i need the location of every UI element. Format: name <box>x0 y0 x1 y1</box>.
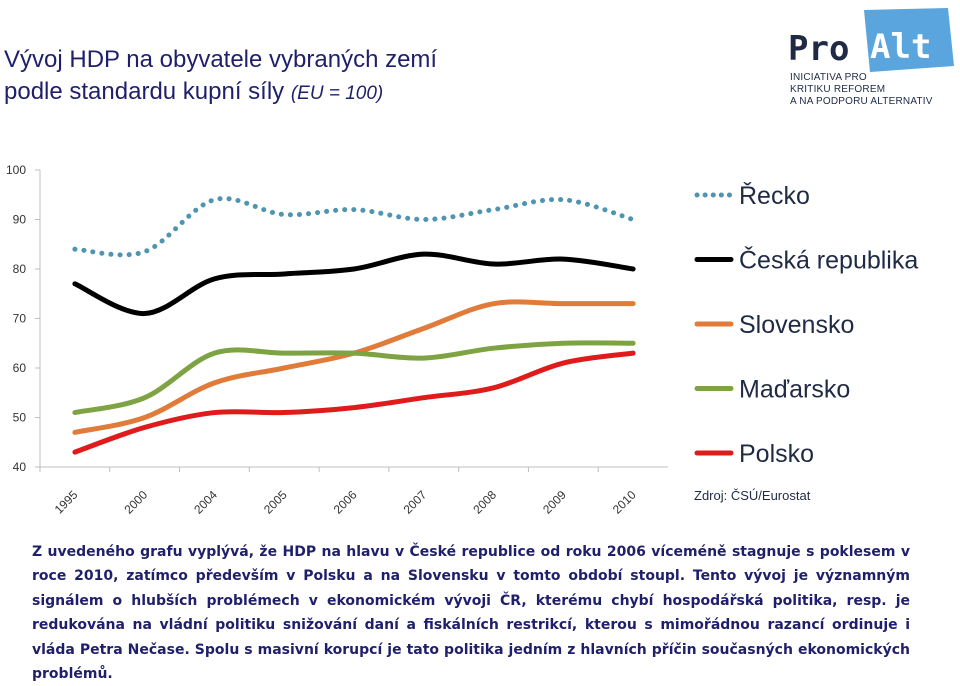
source-note: Zdroj: ČSÚ/Eurostat <box>694 488 811 503</box>
series-line <box>72 251 636 317</box>
y-tick-label: 80 <box>13 262 27 276</box>
logo-graphic: Pro Alt <box>788 8 954 72</box>
y-tick-label: 90 <box>13 213 27 227</box>
title-unit: (EU = 100) <box>290 83 384 104</box>
x-tick-label: 2007 <box>401 488 430 517</box>
x-tick-label: 2010 <box>610 488 639 517</box>
y-tick-label: 40 <box>13 460 27 474</box>
chart-legend: Řecko Česká republika Slovensko Maďarsko Pol… <box>694 181 918 468</box>
x-tick-label: 2000 <box>121 488 150 517</box>
y-tick-label: 70 <box>13 312 27 326</box>
series-line <box>72 196 636 258</box>
logo-brand-pro: Pro <box>788 29 849 69</box>
y-tick-label: 100 <box>6 163 26 177</box>
x-tick-label: 2009 <box>540 488 569 517</box>
logo-brand-alt: Alt <box>870 27 931 67</box>
title-line-2-text: podle standardu kupní síly <box>4 78 285 105</box>
x-tick-label: 2008 <box>470 488 499 517</box>
x-tick-label: 2004 <box>191 488 220 517</box>
logo-flag-shape <box>864 8 954 72</box>
x-tick-label: 2006 <box>331 488 360 517</box>
series-line <box>72 350 636 455</box>
legend-label: Řecko <box>739 181 810 210</box>
logo-tagline-2: KRITIKU REFOREM <box>790 84 886 95</box>
legend-label: Maďarsko <box>739 376 850 404</box>
legend-label: Česká republika <box>739 246 918 275</box>
y-tick-label: 50 <box>13 411 27 425</box>
logo-tagline-3: A NA PODPORU ALTERNATIV <box>790 96 933 107</box>
chart-series <box>72 196 636 455</box>
x-tick-label: 2005 <box>261 488 290 517</box>
series-line <box>72 340 636 416</box>
gdp-line-chart: 40 50 60 70 80 90 100 1995 2000 2004 2005 2006 2007 2… <box>6 163 918 517</box>
title-line-1: Vývoj HDP na obyvatele vybraných zemí <box>4 46 438 73</box>
legend-label: Polsko <box>739 440 814 468</box>
page-title: Vývoj HDP na obyvatele vybraných zemí po… <box>4 44 624 110</box>
proalt-logo: Pro Alt INICIATIVA PRO KRITIKU REFOREM A… <box>778 6 956 110</box>
commentary-paragraph: Z uvedeného grafu vyplývá, že HDP na hla… <box>32 544 910 683</box>
chart-axes: 40 50 60 70 80 90 100 1995 2000 2004 2005 2006 2007 2… <box>6 163 668 517</box>
logo-tagline-1: INICIATIVA PRO <box>790 72 867 83</box>
x-tick-label: 1995 <box>52 488 81 517</box>
y-tick-label: 60 <box>13 361 27 375</box>
title-line-2: podle standardu kupní síly (EU = 100) <box>4 76 624 110</box>
legend-label: Slovensko <box>739 311 854 339</box>
